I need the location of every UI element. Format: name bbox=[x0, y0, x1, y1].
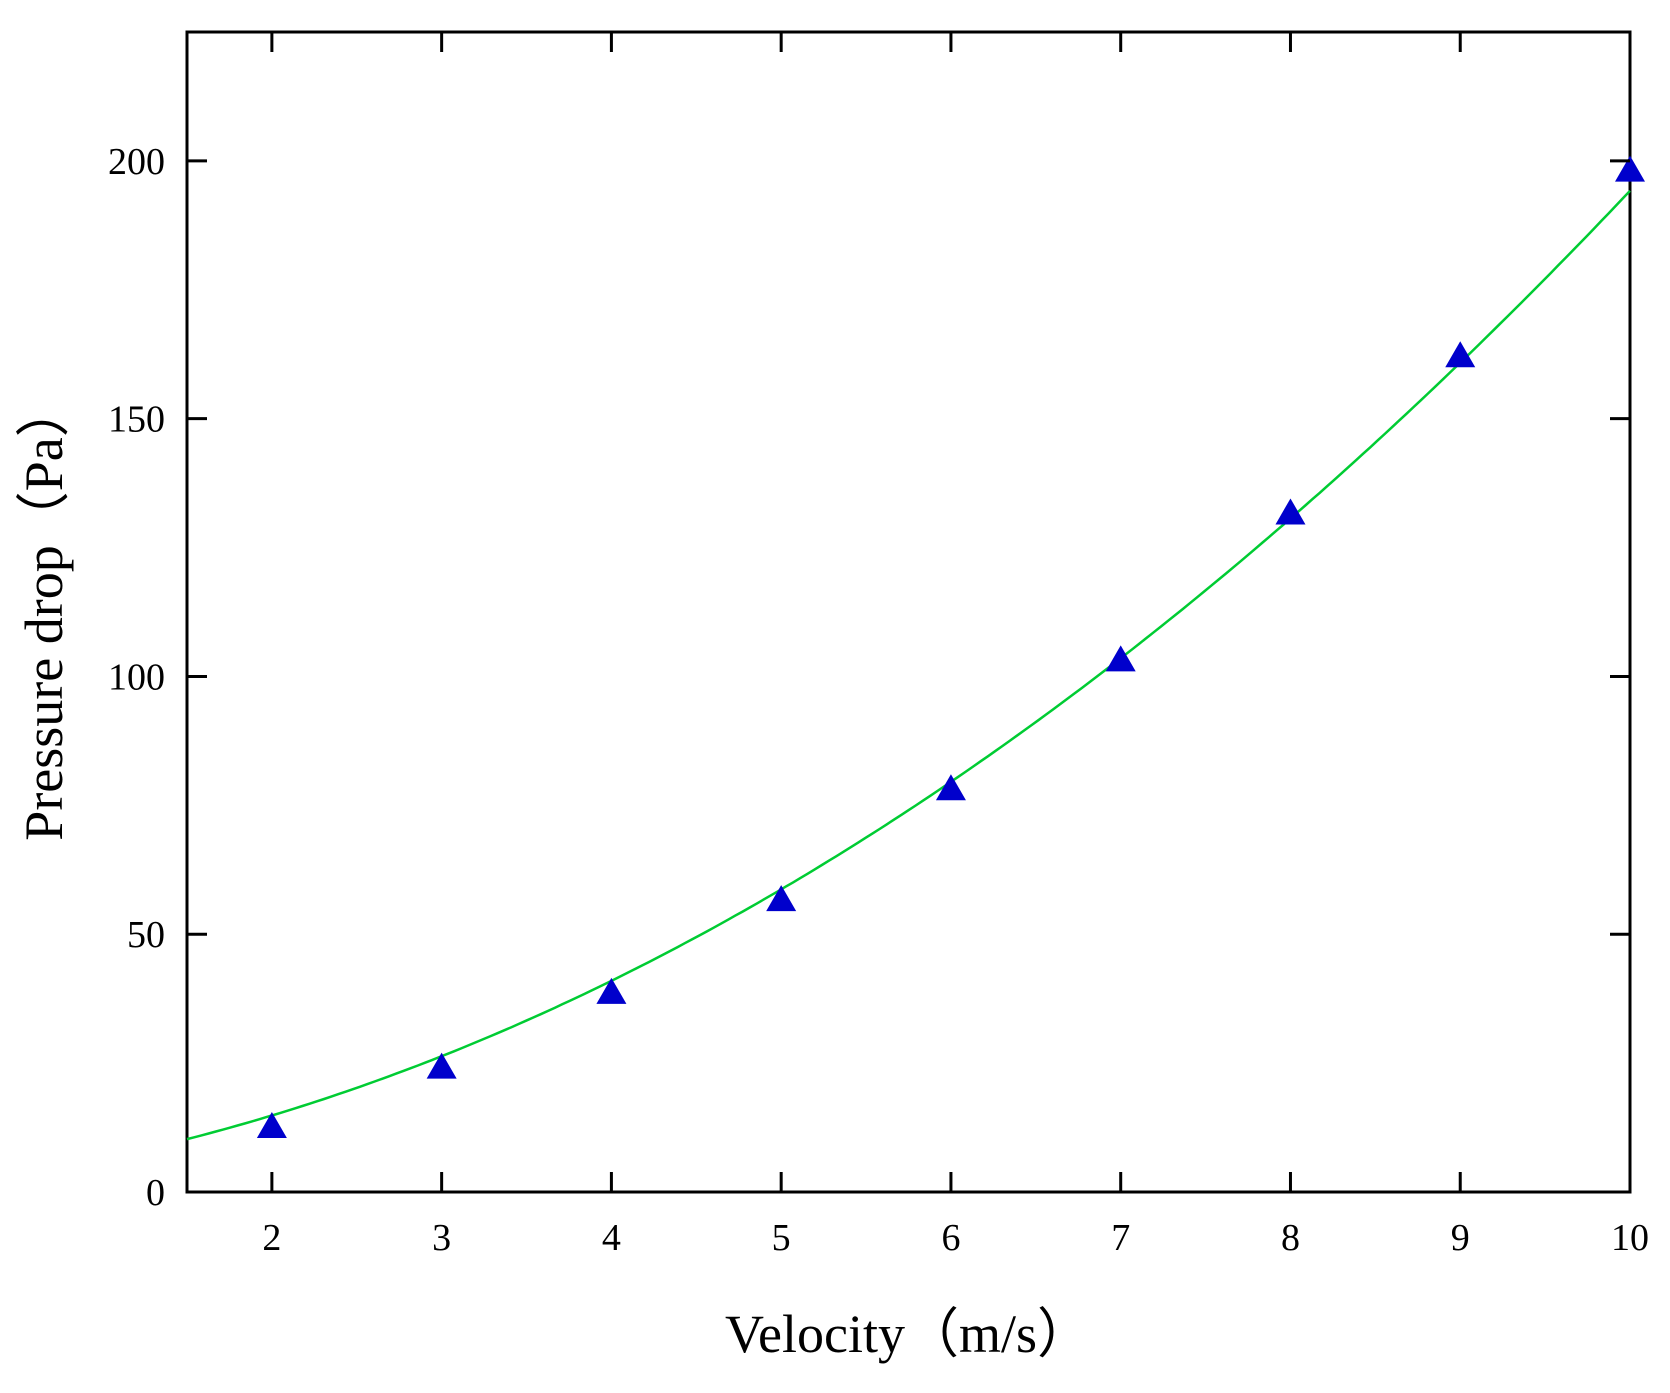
y-tick-label-3: 150 bbox=[108, 399, 165, 441]
data-point-6 bbox=[1275, 498, 1306, 525]
data-markers bbox=[256, 155, 1645, 1138]
x-tick-label-8: 10 bbox=[1611, 1217, 1649, 1259]
x-tick-labels: 2 3 4 5 6 7 8 9 10 bbox=[262, 1217, 1649, 1259]
data-point-8 bbox=[1615, 155, 1645, 182]
fit-curve-layer bbox=[186, 189, 1631, 1141]
x-tick-label-4: 6 bbox=[941, 1217, 960, 1259]
plot-area bbox=[185, 30, 1645, 1194]
x-tick-label-1: 3 bbox=[432, 1217, 451, 1259]
data-point-7 bbox=[1445, 341, 1476, 368]
data-point-2 bbox=[596, 977, 627, 1004]
data-point-3 bbox=[766, 885, 797, 912]
y-tick-label-0: 0 bbox=[146, 1172, 165, 1214]
x-tick-label-2: 4 bbox=[602, 1217, 621, 1259]
y-tick-label-4: 200 bbox=[108, 141, 165, 183]
x-tick-label-7: 9 bbox=[1451, 1217, 1470, 1259]
x-tick-label-3: 5 bbox=[772, 1217, 791, 1259]
plot-frame bbox=[185, 30, 1632, 1194]
data-point-5 bbox=[1105, 645, 1136, 672]
data-point-4 bbox=[935, 774, 966, 801]
x-tick-label-6: 8 bbox=[1281, 1217, 1300, 1259]
x-tick-label-5: 7 bbox=[1111, 1217, 1130, 1259]
axis-ticks bbox=[187, 32, 1632, 1194]
fit-curve bbox=[186, 189, 1631, 1141]
y-tick-label-1: 50 bbox=[127, 914, 165, 956]
x-tick-label-0: 2 bbox=[262, 1217, 281, 1259]
y-tick-labels: 0 50 100 150 200 bbox=[108, 141, 165, 1214]
y-tick-label-2: 100 bbox=[108, 656, 165, 698]
x-axis-label: Velocity（m/s） bbox=[725, 1304, 1091, 1364]
data-point-1 bbox=[426, 1052, 457, 1079]
y-axis-label: Pressure drop（Pa） bbox=[14, 383, 74, 840]
data-point-0 bbox=[256, 1111, 287, 1138]
